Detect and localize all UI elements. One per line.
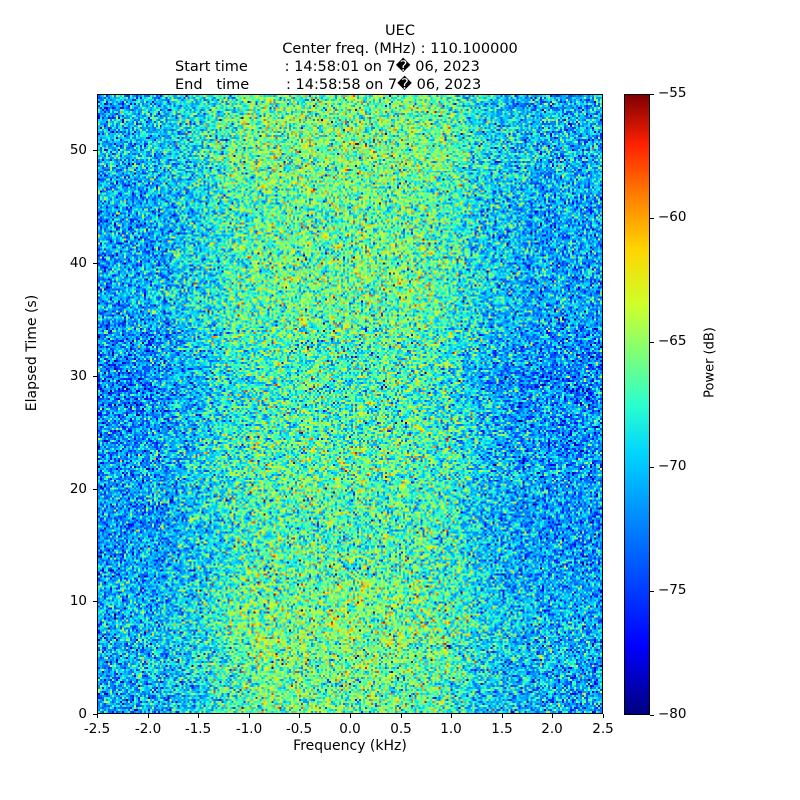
colorbar-tick-mark (650, 467, 654, 468)
colorbar-tick-label: −80 (658, 706, 687, 722)
y-tick-mark (93, 601, 97, 602)
x-tick-mark (299, 714, 300, 718)
x-tick-label: 0.0 (339, 721, 361, 737)
x-tick-label: -2.0 (134, 721, 162, 737)
y-tick-mark (93, 150, 97, 151)
title-center-freq: Center freq. (MHz) : 110.100000 (282, 41, 518, 57)
x-tick-label: -2.5 (83, 721, 111, 737)
colorbar-label: Power (dB) (702, 327, 718, 398)
x-tick-label: -0.5 (285, 721, 313, 737)
y-tick-label: 40 (69, 255, 87, 271)
title-end-time: End time : 14:58:58 on 7� 06, 2023 (175, 77, 482, 93)
x-tick-mark (198, 714, 199, 718)
x-tick-mark (603, 714, 604, 718)
colorbar-tick-label: −65 (658, 333, 687, 349)
x-tick-mark (502, 714, 503, 718)
colorbar-tick-label: −55 (658, 85, 687, 101)
x-tick-mark (97, 714, 98, 718)
x-tick-mark (552, 714, 553, 718)
x-tick-mark (350, 714, 351, 718)
colorbar-tick-mark (650, 342, 654, 343)
y-tick-label: 0 (78, 706, 87, 722)
colorbar-tick-mark (650, 715, 654, 716)
y-tick-mark (93, 263, 97, 264)
title-start-time: Start time : 14:58:01 on 7� 06, 2023 (175, 59, 480, 75)
x-tick-label: -1.0 (235, 721, 263, 737)
spectrogram-axes (97, 94, 603, 714)
x-tick-label: 1.5 (491, 721, 513, 737)
y-tick-label: 30 (69, 368, 87, 384)
x-tick-label: 0.5 (390, 721, 412, 737)
x-tick-label: 1.0 (440, 721, 462, 737)
spectrogram-image (98, 95, 602, 713)
x-tick-mark (249, 714, 250, 718)
figure-title: UEC Center freq. (MHz) : 110.100000 Star… (0, 22, 800, 94)
colorbar-tick-mark (650, 218, 654, 219)
x-tick-mark (401, 714, 402, 718)
y-axis-label: Elapsed Time (s) (24, 294, 40, 412)
x-tick-mark (148, 714, 149, 718)
colorbar-tick-label: −70 (658, 458, 687, 474)
x-axis-label: Frequency (kHz) (293, 738, 407, 754)
colorbar-gradient (625, 95, 649, 714)
title-station: UEC (385, 23, 415, 39)
x-tick-label: 2.5 (592, 721, 614, 737)
y-tick-mark (93, 489, 97, 490)
x-tick-mark (451, 714, 452, 718)
colorbar-tick-mark (650, 591, 654, 592)
y-tick-mark (93, 714, 97, 715)
colorbar-tick-mark (650, 94, 654, 95)
y-tick-label: 20 (69, 481, 87, 497)
colorbar-tick-label: −75 (658, 582, 687, 598)
colorbar (624, 94, 650, 715)
x-tick-label: 2.0 (541, 721, 563, 737)
colorbar-tick-label: −60 (658, 209, 687, 225)
y-tick-label: 10 (69, 593, 87, 609)
y-tick-mark (93, 376, 97, 377)
x-tick-label: -1.5 (184, 721, 212, 737)
y-tick-label: 50 (69, 142, 87, 158)
